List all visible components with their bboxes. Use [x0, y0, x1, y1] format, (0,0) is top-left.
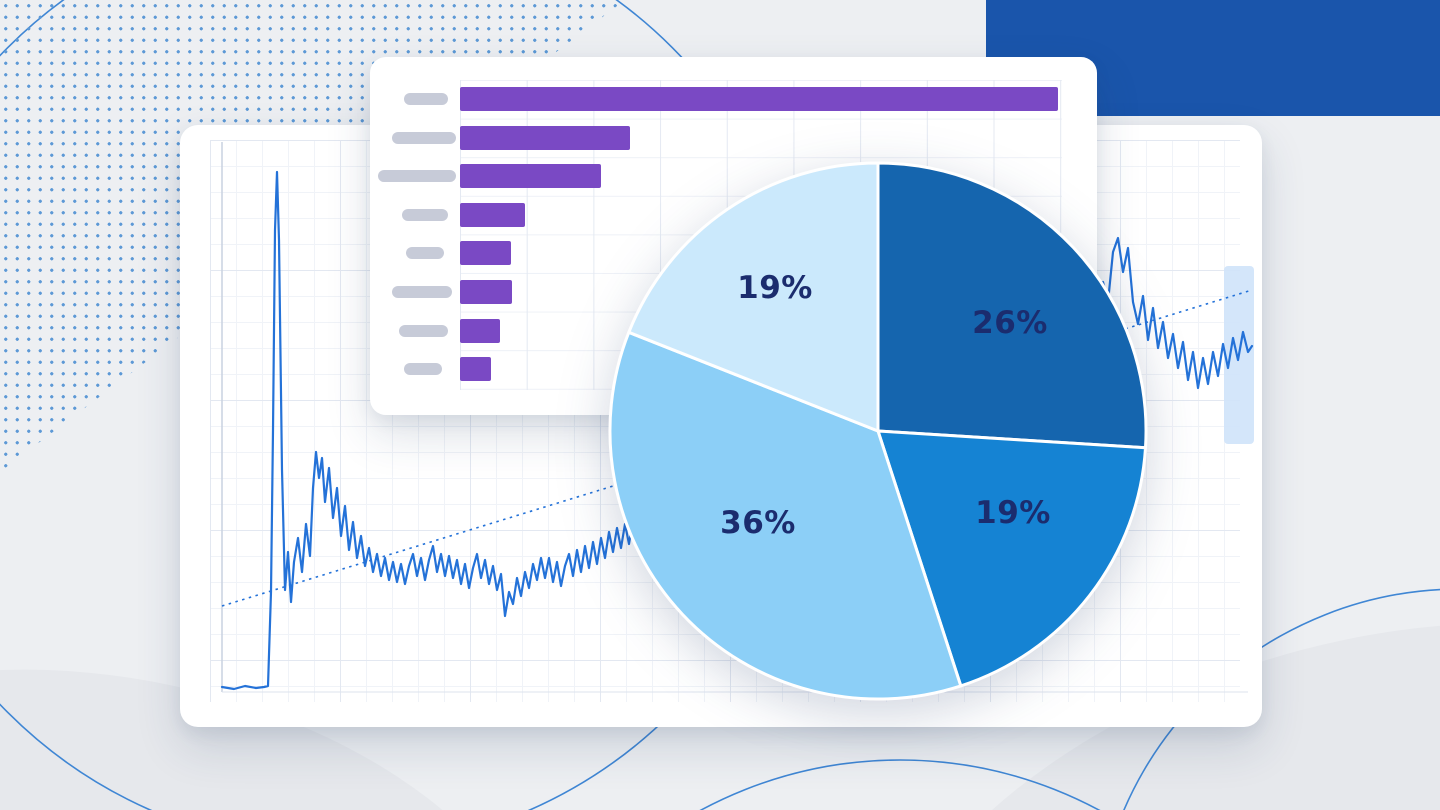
- decor-circle-outline-bottom-center: [699, 759, 1101, 810]
- line-chart-svg: [220, 142, 1254, 693]
- bar-row-label-pill: [399, 324, 448, 337]
- bar-series-bar: [460, 318, 500, 343]
- bar-row-label-pill: [406, 247, 444, 260]
- pie-slice: [876, 429, 1147, 688]
- bar-row-label-pill: [378, 170, 456, 183]
- bar-series-bar: [460, 87, 1058, 111]
- pie-slice: [627, 161, 880, 433]
- pie-chart: [598, 150, 1160, 712]
- line-series-path: [220, 170, 1254, 691]
- bar-series-bar: [460, 357, 491, 382]
- bar-series-bar: [460, 202, 525, 227]
- bar-row-label-pill: [404, 93, 448, 105]
- bar-series-bar: [460, 280, 512, 304]
- bar-row-label-pill: [392, 286, 452, 298]
- bar-series-bar: [460, 125, 630, 150]
- bar-series-bar: [460, 241, 511, 266]
- pie-slice: [876, 161, 1148, 450]
- bar-row-label-pill: [392, 131, 456, 144]
- bar-row-label-pill: [402, 208, 448, 221]
- gray-blob-bottom-left: [0, 669, 544, 810]
- bar-row-label-pill: [404, 363, 442, 376]
- pie-chart-svg: [608, 161, 1148, 701]
- pie-slice: [608, 330, 963, 701]
- bar-series-bar: [460, 164, 601, 189]
- gray-blob-bottom-right: [875, 623, 1440, 810]
- bar-chart-plot: [370, 57, 1097, 415]
